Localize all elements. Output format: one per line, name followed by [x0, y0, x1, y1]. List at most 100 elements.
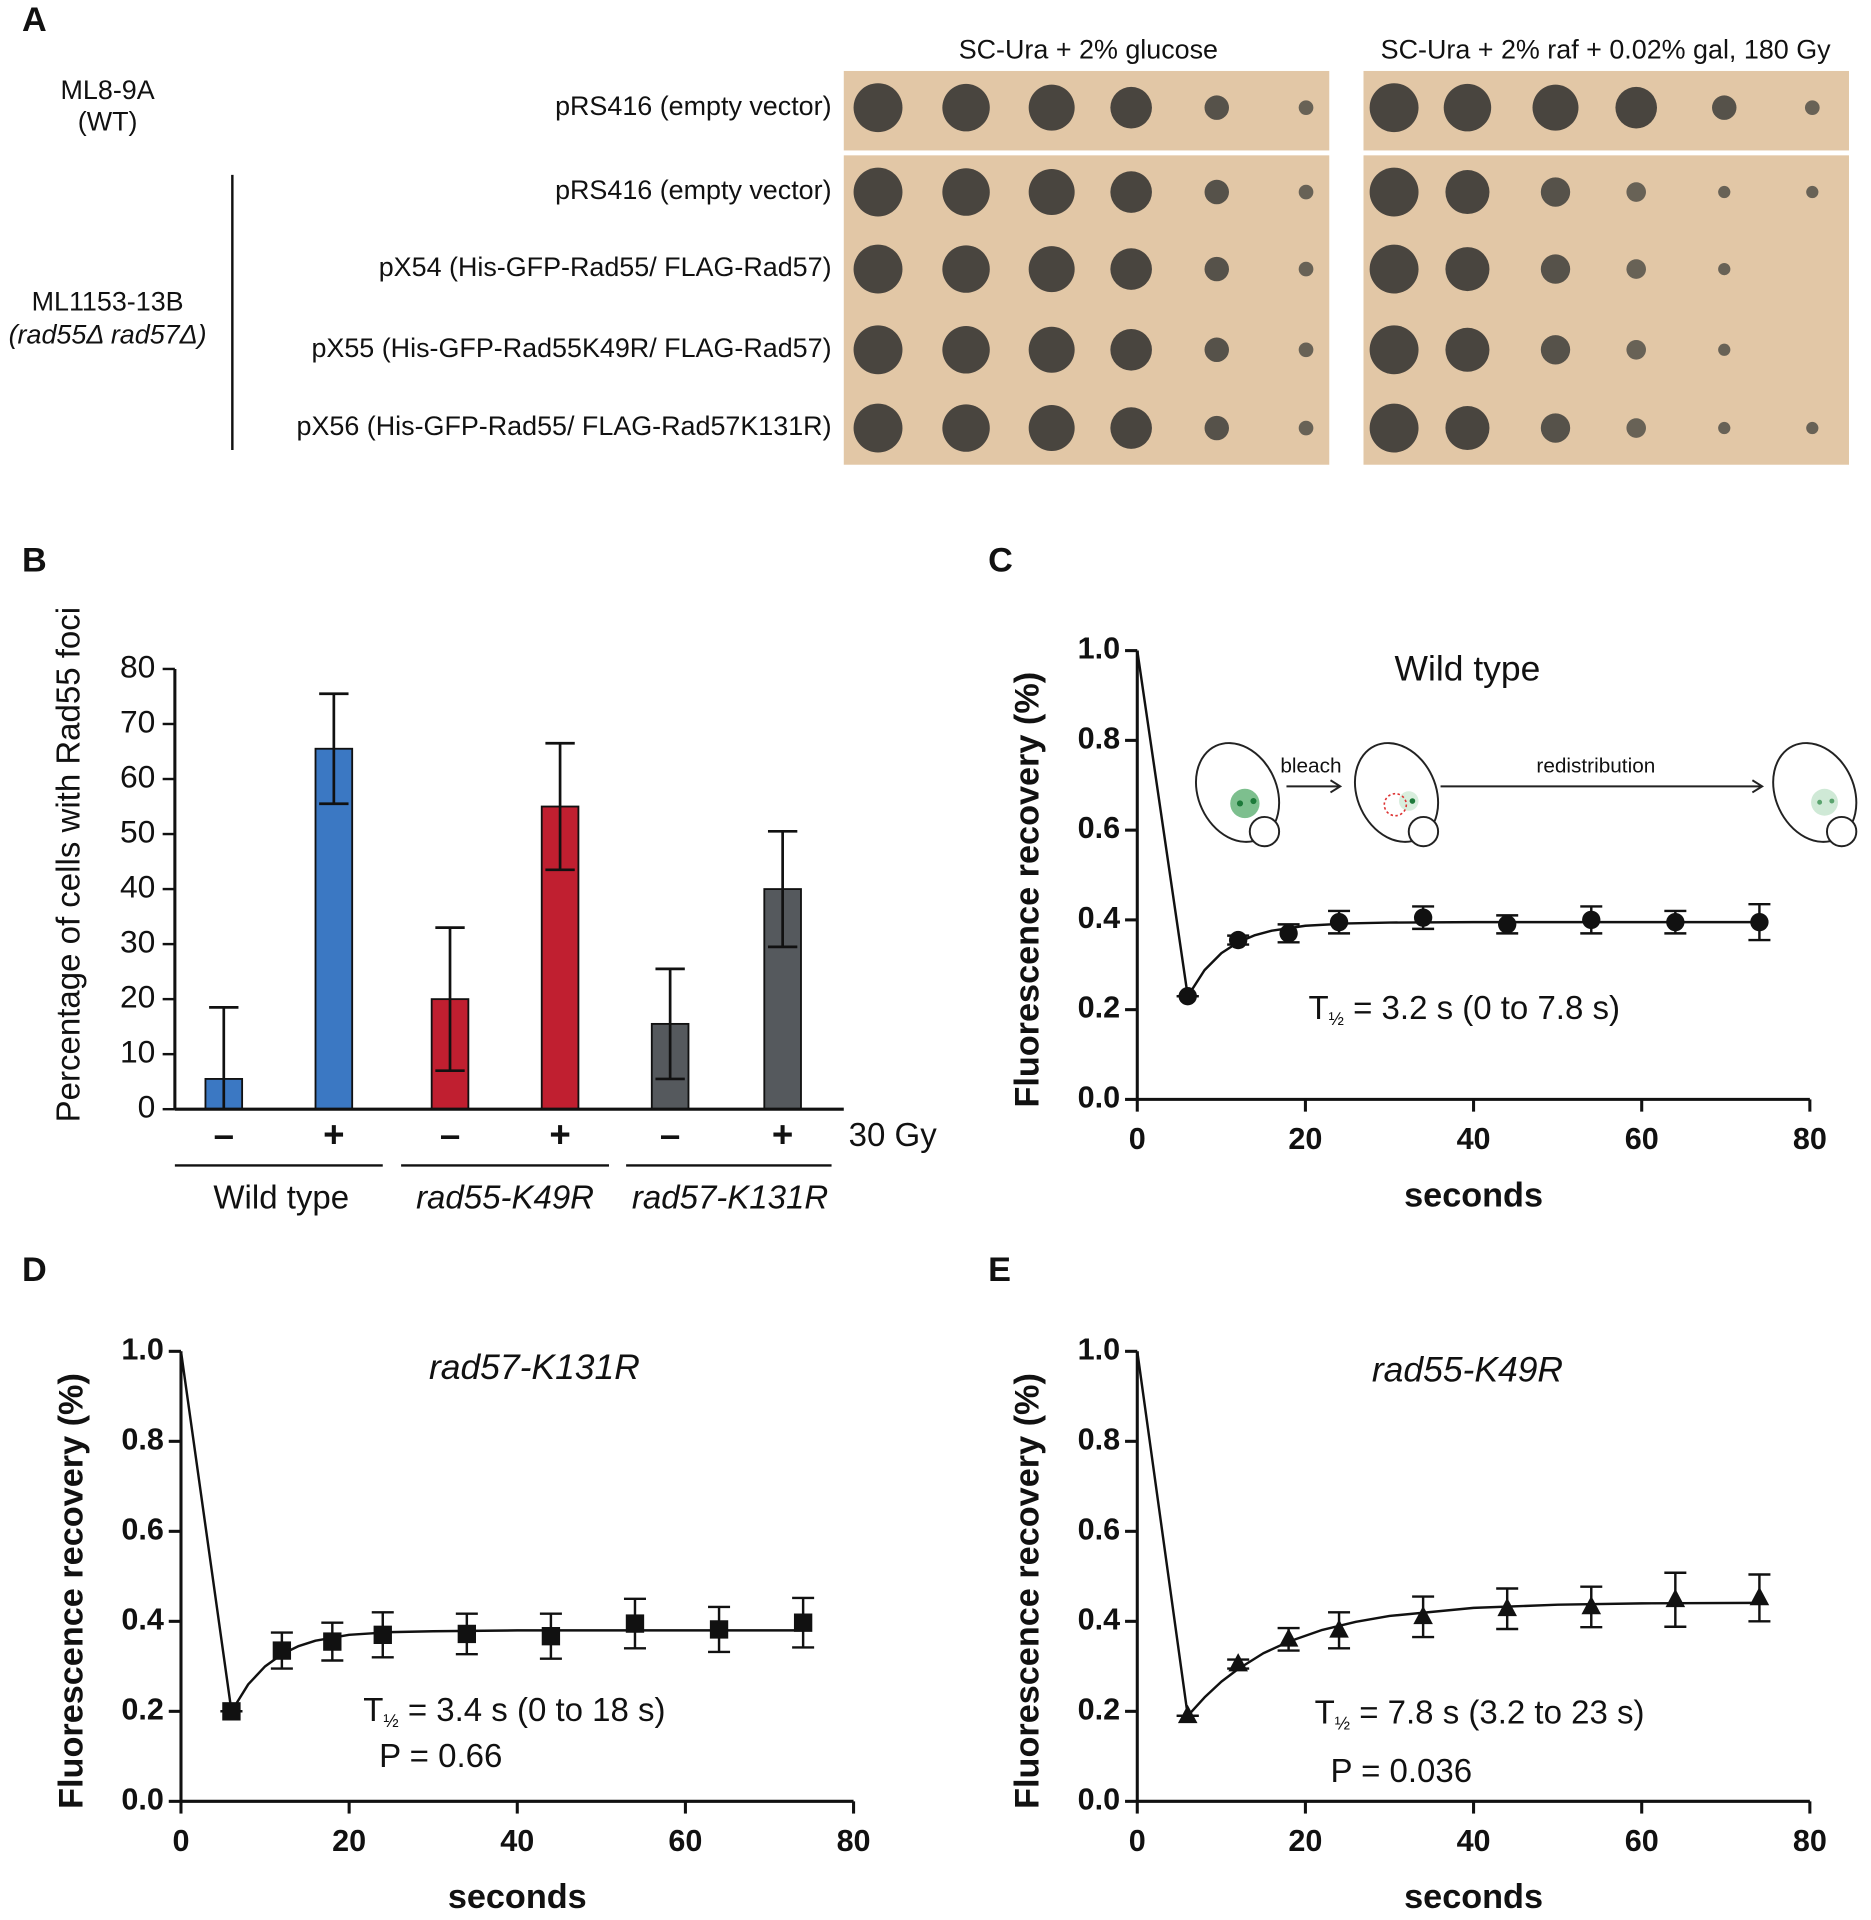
x-tick-label: 60 [1625, 1122, 1659, 1156]
annotation-subscript: ½ [1329, 1008, 1344, 1029]
marker [1228, 1653, 1248, 1672]
plasmid-label: pX54 (His-GFP-Rad55/ FLAG-Rad57) [379, 252, 832, 282]
colony-spot [942, 404, 990, 452]
y-tick-label: 0.2 [1078, 991, 1121, 1025]
x-tick-label: 20 [1288, 1824, 1322, 1858]
marker [1178, 987, 1197, 1006]
y-tick-label: 60 [120, 758, 155, 794]
group-label: rad57-K131R [632, 1178, 828, 1215]
annotation-text: = 3.4 s (0 to 18 s) [399, 1691, 666, 1728]
y-tick-label: 80 [120, 648, 155, 684]
marker [625, 1614, 645, 1633]
annotation-symbol: T [1308, 989, 1328, 1026]
colony-spot [1110, 328, 1152, 371]
colony-spot [1204, 415, 1229, 441]
colony-spot [1806, 185, 1819, 199]
y-axis-label: Fluorescence recovery (%) [52, 1373, 90, 1809]
y-tick-label: 1.0 [121, 1332, 164, 1366]
marker [1749, 1586, 1770, 1606]
annotation-symbol: T [363, 1691, 383, 1728]
x-tick-label: 40 [1457, 1122, 1491, 1156]
colony-spot [853, 83, 903, 133]
colony-spot [1369, 244, 1419, 294]
annotation-subscript: ½ [1335, 1712, 1350, 1733]
fit-line [1136, 1351, 1760, 1718]
annotation-symbol: T [1315, 1693, 1335, 1730]
x-axis-label: seconds [448, 1878, 587, 1916]
x-tick-label: + [323, 1114, 344, 1155]
panel-label: D [22, 1251, 47, 1289]
colony-spot [1298, 342, 1314, 358]
marker [457, 1624, 477, 1644]
colony-spot [1204, 179, 1229, 205]
p-value: P = 0.036 [1330, 1752, 1472, 1789]
y-tick-label: 30 [120, 923, 155, 959]
y-tick-label: 0.8 [1078, 721, 1121, 755]
colony-spot [1110, 248, 1152, 290]
y-tick-label: 0.4 [121, 1602, 164, 1636]
error-bar [319, 692, 349, 806]
chart-title: rad57-K131R [429, 1347, 640, 1387]
colony-spot [942, 168, 990, 216]
colony-spot [1298, 261, 1314, 277]
panel-label: A [22, 1, 47, 39]
y-tick-label: 0.0 [121, 1782, 164, 1816]
colony-spot [1110, 86, 1152, 129]
marker [1497, 1597, 1517, 1617]
colony-spot [1445, 406, 1490, 451]
marker [1228, 930, 1248, 950]
plate-photo [843, 70, 1330, 151]
annotation: T½ = 7.8 s (3.2 to 23 s) [1315, 1693, 1645, 1733]
x-tick-label: 80 [1793, 1824, 1827, 1858]
y-tick-label: 0 [138, 1089, 156, 1125]
colony-spot [1445, 247, 1490, 292]
plasmid-label: pRS416 (empty vector) [555, 175, 831, 205]
colony-spot [1718, 421, 1731, 435]
colony-spot [1028, 405, 1075, 452]
group-label: Wild type [213, 1178, 349, 1215]
y-tick-label: 1.0 [1078, 1332, 1121, 1366]
error-bar [209, 1006, 239, 1110]
y-tick-label: 0.6 [121, 1512, 164, 1546]
x-axis-label: seconds [1404, 1878, 1543, 1916]
y-tick-label: 0.6 [1078, 811, 1121, 845]
colony-spot [1626, 259, 1646, 279]
marker [793, 1613, 813, 1632]
plasmid-label: pRS416 (empty vector) [555, 91, 831, 121]
colony-spot [1110, 171, 1152, 213]
x-tick-label: – [440, 1114, 460, 1155]
marker [1278, 1628, 1299, 1647]
marker [1581, 1595, 1602, 1615]
marker [373, 1625, 392, 1645]
colony-spot [1718, 185, 1731, 199]
colony-spot [1712, 95, 1737, 120]
y-axis-label: Percentage of cells with Rad55 foci [50, 607, 87, 1122]
colony-spot [1615, 86, 1657, 129]
x-tick-label: 60 [668, 1824, 702, 1858]
marker [1665, 1588, 1686, 1608]
colony-spot [1369, 403, 1419, 453]
colony-spot [1298, 100, 1314, 115]
panel-label: E [988, 1251, 1011, 1289]
inset-diagram [1194, 742, 1858, 848]
x-tick-label: 80 [837, 1824, 871, 1858]
annotation-text: = 3.2 s (0 to 7.8 s) [1344, 989, 1620, 1026]
colony-spot [942, 245, 990, 293]
error-bar [655, 967, 685, 1081]
colony-spot [1540, 177, 1571, 207]
x-tick-label: 0 [172, 1824, 189, 1858]
marker [1498, 915, 1517, 934]
marker [709, 1620, 729, 1639]
x-tick-label: – [214, 1114, 234, 1155]
annotation-text: = 7.8 s (3.2 to 23 s) [1350, 1693, 1644, 1730]
inset-label: redistribution [1536, 754, 1655, 777]
colony-spot [1626, 340, 1646, 360]
y-axis-label: Fluorescence recovery (%) [1009, 672, 1047, 1108]
x-tick-label: 40 [500, 1824, 534, 1858]
colony-spot [1532, 84, 1579, 131]
strain-genotype: (rad55Δ rad57Δ) [9, 319, 207, 349]
colony-spot [1806, 421, 1819, 435]
marker [1666, 912, 1685, 932]
strain-name: ML8-9A [61, 75, 155, 105]
